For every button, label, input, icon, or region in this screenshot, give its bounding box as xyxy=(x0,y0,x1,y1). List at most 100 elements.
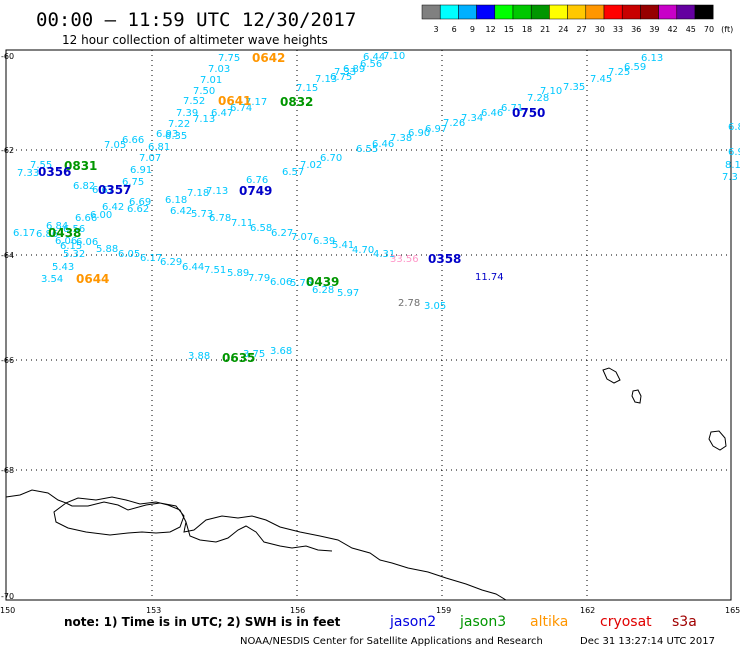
pass-time-label: 0831 xyxy=(64,159,97,173)
scale-label: 27 xyxy=(577,25,587,34)
pass-time-label: 0356 xyxy=(38,165,71,179)
longitude-label: 153 xyxy=(146,606,161,615)
wave-height-observation: 7.35 xyxy=(563,82,585,93)
scale-label: 39 xyxy=(649,25,659,34)
wave-height-observation: 6.97 xyxy=(425,124,447,135)
wave-height-observation: 6.39 xyxy=(313,236,335,247)
satellite-legend-jason2: jason2 xyxy=(389,614,436,630)
wave-height-observation: 6.81 xyxy=(148,142,170,153)
latitude-label: -62 xyxy=(1,146,14,155)
wave-height-observation: 6.44 xyxy=(363,52,385,63)
latitude-label: -60 xyxy=(1,52,14,61)
wave-height-observation: 33.56 xyxy=(390,254,419,265)
longitude-label: 150 xyxy=(0,606,15,615)
wave-height-observation: 7.13 xyxy=(206,186,228,197)
wave-height-observation: 6.28 xyxy=(312,285,334,296)
wave-height-observation: 7.15 xyxy=(296,83,318,94)
scale-swatch xyxy=(567,4,587,20)
pass-time-label: 0641 xyxy=(218,94,251,108)
wave-height-observation: 6.42 xyxy=(102,202,124,213)
wave-height-observation: 6.06 xyxy=(270,277,292,288)
pass-time-label: 0750 xyxy=(512,106,545,120)
scale-swatch xyxy=(458,4,477,20)
satellite-legend-altika: altika xyxy=(530,614,568,630)
wave-height-observation: 6.74 xyxy=(230,103,252,114)
wave-height-observation: 6.93 xyxy=(156,129,178,140)
wave-height-observation: 7.03 xyxy=(208,64,230,75)
wave-height-observation: 6.05 xyxy=(118,249,140,260)
wave-height-observation: 7.33 xyxy=(334,67,356,78)
wave-height-observation: 5.32 xyxy=(63,249,85,260)
island xyxy=(708,430,727,451)
wave-height-observation: 6.44 xyxy=(182,262,204,273)
scale-swatch xyxy=(494,4,514,20)
wave-height-observation: 6.56 xyxy=(63,224,85,235)
wave-height-observation: 7.13 xyxy=(315,74,337,85)
satellite-legend-cryosat: cryosat xyxy=(600,614,652,630)
wave-height-observation: 7.39 xyxy=(176,108,198,119)
scale-label: 36 xyxy=(631,25,641,34)
scale-label: 3 xyxy=(433,25,438,34)
scale-swatch xyxy=(585,4,605,20)
wave-height-observation: 7.38 xyxy=(390,133,412,144)
scale-label: 24 xyxy=(558,25,568,34)
wave-height-observation: 3.75 xyxy=(243,349,265,360)
wave-height-observation: 7.10 xyxy=(540,86,562,97)
page-subtitle: 12 hour collection of altimeter wave hei… xyxy=(62,33,328,47)
wave-height-observation: 6.91 xyxy=(130,165,152,176)
scale-label: (ft) xyxy=(721,25,733,34)
wave-height-observation: 7.17 xyxy=(245,97,267,108)
wave-height-observation: 6.00 xyxy=(90,210,112,221)
wave-height-observation: 6.57 xyxy=(282,167,304,178)
scale-swatch xyxy=(476,4,496,20)
wave-height-observation: 6.69 xyxy=(129,197,151,208)
footer-timestamp: Dec 31 13:27:14 UTC 2017 xyxy=(580,636,715,647)
scale-label: 18 xyxy=(522,25,532,34)
wave-height-observation: 6.58 xyxy=(250,223,272,234)
wave-height-observation: 7.55 xyxy=(30,160,52,171)
wave-height-observation: 6.82 xyxy=(73,181,95,192)
pass-time-label: 0642 xyxy=(252,51,285,65)
pass-time-label: 0635 xyxy=(222,351,255,365)
map-frame xyxy=(5,49,732,601)
wave-height-observation: 6.90 xyxy=(408,128,430,139)
scale-swatch xyxy=(549,4,568,20)
pass-time-label: 0438 xyxy=(48,226,81,240)
pass-time-label: 0358 xyxy=(428,252,461,266)
wave-height-observation: 7.22 xyxy=(168,119,190,130)
wave-height-observation: 7.52 xyxy=(183,96,205,107)
wave-height-observation: 7.10 xyxy=(383,51,405,62)
wave-height-observation: 6.75 xyxy=(330,72,352,83)
wave-height-observation: 6.47 xyxy=(211,108,233,119)
longitude-label: 156 xyxy=(290,606,305,615)
longitude-label: 165 xyxy=(725,606,740,615)
wave-height-observation: 7.45 xyxy=(590,74,612,85)
wave-height-observation: 6.75 xyxy=(122,177,144,188)
wave-height-observation: 6.8 xyxy=(728,122,740,133)
wave-height-observation: 7.18 xyxy=(187,188,209,199)
wave-height-observation: 5.73 xyxy=(191,209,213,220)
scale-label: 15 xyxy=(504,25,514,34)
graticule xyxy=(6,50,731,600)
wave-height-observation: 6.62 xyxy=(127,204,149,215)
wave-height-observation: 2.78 xyxy=(398,298,420,309)
wave-height-observation: 7.51 xyxy=(204,265,226,276)
latitude-label: -66 xyxy=(1,356,14,365)
wave-height-observation: 11.74 xyxy=(475,272,504,283)
wave-height-observation: 7.75 xyxy=(218,53,240,64)
wave-height-observation: 6.86 xyxy=(36,229,58,240)
scale-swatch xyxy=(676,4,696,20)
page-title: 00:00 – 11:59 UTC 12/30/2017 xyxy=(36,9,356,31)
wave-height-observation: 7.79 xyxy=(248,273,270,284)
wave-height-observation: 7.11 xyxy=(231,218,253,229)
wave-height-observation: 6.46 xyxy=(481,108,503,119)
wave-height-observation: 6.17 xyxy=(13,228,35,239)
pass-time-label: 0644 xyxy=(76,272,109,286)
wave-height-observation: 5.97 xyxy=(337,288,359,299)
wave-height-observation: 4.70 xyxy=(352,245,374,256)
wave-height-observation: 7.3 xyxy=(722,172,738,183)
scale-label: 33 xyxy=(613,25,623,34)
